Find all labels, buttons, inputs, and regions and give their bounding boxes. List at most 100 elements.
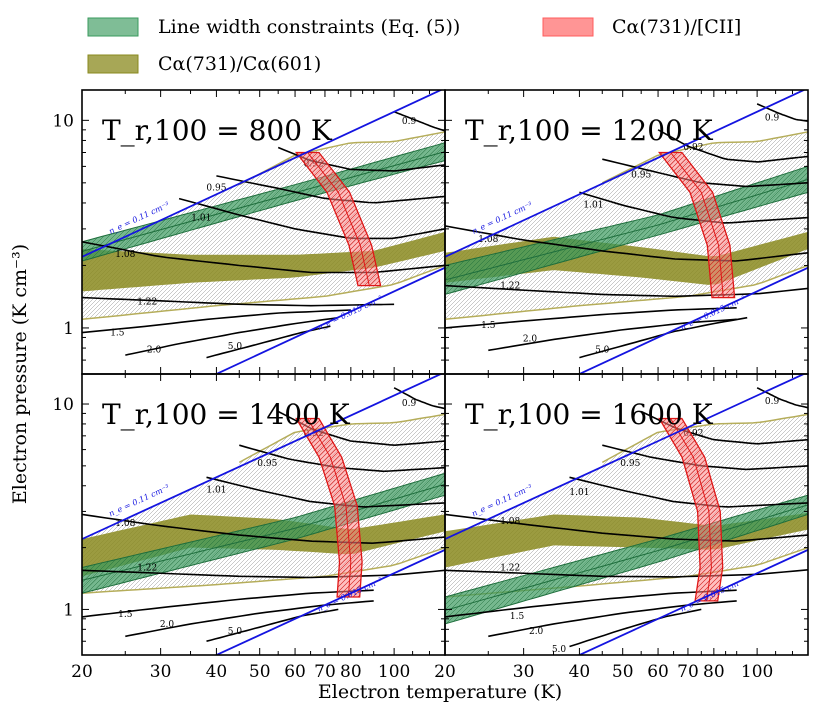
y-axis-label: Electron pressure (K cm⁻³) [9, 244, 31, 504]
contour-label: 1.22 [137, 297, 157, 307]
contour-line [393, 110, 445, 132]
legend-swatch-alpha601 [87, 54, 139, 74]
ratio-601-band [82, 231, 445, 292]
contour-label: 0.92 [683, 143, 703, 153]
panel-3: 0.90.920.951.011.081.221.52.05.0n_e = 0.… [52, 373, 446, 682]
contour-line [125, 316, 339, 356]
density-line [214, 549, 445, 655]
contour-label: 2.0 [147, 346, 162, 356]
x-tick-label: 20 [71, 662, 93, 682]
x-tick-label: 100 [741, 662, 773, 682]
contour-label: 1.01 [583, 201, 603, 211]
contour-label: 0.9 [765, 113, 780, 123]
contour-label: 1.5 [481, 321, 496, 331]
contour-line [445, 225, 808, 262]
cii-band-hatch [296, 152, 381, 286]
contour-label: 1.01 [206, 486, 226, 496]
contour-line [82, 296, 395, 307]
x-tick-label: 60 [647, 662, 669, 682]
contour-label: 2.0 [523, 335, 538, 345]
cii-band-hatch [659, 152, 735, 298]
contour-line [569, 476, 808, 508]
x-axis-label: Electron temperature (K) [318, 681, 562, 703]
panel-frame [444, 373, 809, 656]
density-line [82, 374, 444, 540]
hatched-region-bottom-edge [82, 546, 445, 594]
contour-line [178, 197, 445, 240]
contour-line [445, 307, 737, 329]
contour-label: 1.08 [115, 519, 135, 529]
contour-label: 5.0 [228, 627, 243, 637]
contour-label: 2.0 [529, 627, 544, 637]
y-tick-label: 10 [52, 395, 74, 415]
contour-label: 0.95 [257, 459, 277, 469]
cii-band-hatch [296, 418, 363, 597]
contour-line [206, 325, 331, 359]
legend-swatch-cii [542, 17, 594, 37]
cii-band-centre [670, 152, 724, 298]
hatched-region-top-edge [238, 413, 445, 464]
panel-title: T_r,100 = 1600 K [465, 398, 714, 431]
density-label: n_e = 0.015 cm⁻³ [316, 294, 384, 332]
legend-entry-cii: Cα(731)/[CII] [542, 16, 741, 38]
hatched-region-top-edge [601, 131, 808, 184]
hatched-region-top-edge [238, 131, 445, 186]
cii-band-centre [670, 418, 712, 601]
contour-label: 1.22 [500, 563, 520, 573]
contour-line [488, 318, 737, 352]
contour-line [569, 608, 702, 648]
contour-label: 5.0 [552, 645, 567, 655]
x-tick-label: 80 [340, 662, 362, 682]
contour-label: 0.92 [683, 429, 703, 439]
x-tick-label: 50 [612, 662, 634, 682]
line-width-band-centre [445, 504, 808, 611]
hatched-region-bottom-edge [82, 264, 445, 321]
panel-plot-area: 0.90.920.951.011.081.221.52.05.0n_e = 0.… [82, 374, 445, 655]
panels: 0.9 0.92 0.95 1.01 1.08 1.22 1.5 2.0 5.0 n_e = 0.… [52, 89, 809, 682]
contour-line [82, 309, 351, 334]
legend-entry-line-width: Line width constraints (Eq. (5)) [87, 16, 460, 38]
y-tick-label: 1 [63, 600, 74, 620]
density-line [82, 90, 444, 258]
contour-line [445, 513, 808, 542]
legend-entry-alpha601: Cα(731)/Cα(601) [87, 53, 321, 75]
hatched-region-bottom-edge [445, 264, 808, 321]
contour-label: 0.95 [620, 459, 640, 469]
x-tick-label: 80 [703, 662, 725, 682]
contour-label: 1.08 [500, 517, 520, 527]
contour-label: 1.5 [110, 328, 125, 338]
panel-plot-area: 0.90.920.951.011.081.221.52.05.0n_e = 0.… [82, 90, 445, 374]
contour-line [657, 129, 808, 163]
contour-label: 1.22 [137, 563, 157, 573]
contour-line [82, 513, 445, 545]
contour-label: 1.08 [115, 250, 135, 260]
cii-band-hatch [659, 418, 723, 601]
legend-label-alpha601: Cα(731)/Cα(601) [158, 53, 321, 75]
line-width-band-centre [82, 483, 445, 581]
contour-line [82, 569, 445, 579]
cii-band-centre [307, 418, 352, 598]
contour-label: 1.01 [191, 213, 211, 223]
panel-title: T_r,100 = 1200 K [465, 114, 714, 147]
contour-line [445, 589, 737, 618]
line-width-band-centre [82, 151, 445, 252]
x-tick-label: 70 [314, 662, 336, 682]
contour-label: 1.5 [510, 612, 525, 622]
contour-label: 2.0 [160, 620, 175, 630]
contour-line [579, 191, 808, 224]
legend-label-cii: Cα(731)/[CII] [612, 16, 741, 38]
x-tick-label: 60 [284, 662, 306, 682]
x-tick-label: 40 [206, 662, 228, 682]
contour-line [206, 476, 445, 508]
density-line [214, 266, 445, 374]
density-line [445, 90, 807, 258]
legend-swatch-line-width [87, 17, 139, 37]
contour-line [82, 241, 445, 274]
legend: Line width constraints (Eq. (5)) Cα(731)… [87, 16, 741, 75]
line-width-band-centre [445, 178, 808, 281]
contour-line [125, 600, 374, 638]
panel-1: 0.90.920.951.011.081.221.52.05.0n_e = 0.… [52, 89, 446, 375]
y-tick-label: 1 [63, 319, 74, 339]
density-line [445, 374, 807, 540]
